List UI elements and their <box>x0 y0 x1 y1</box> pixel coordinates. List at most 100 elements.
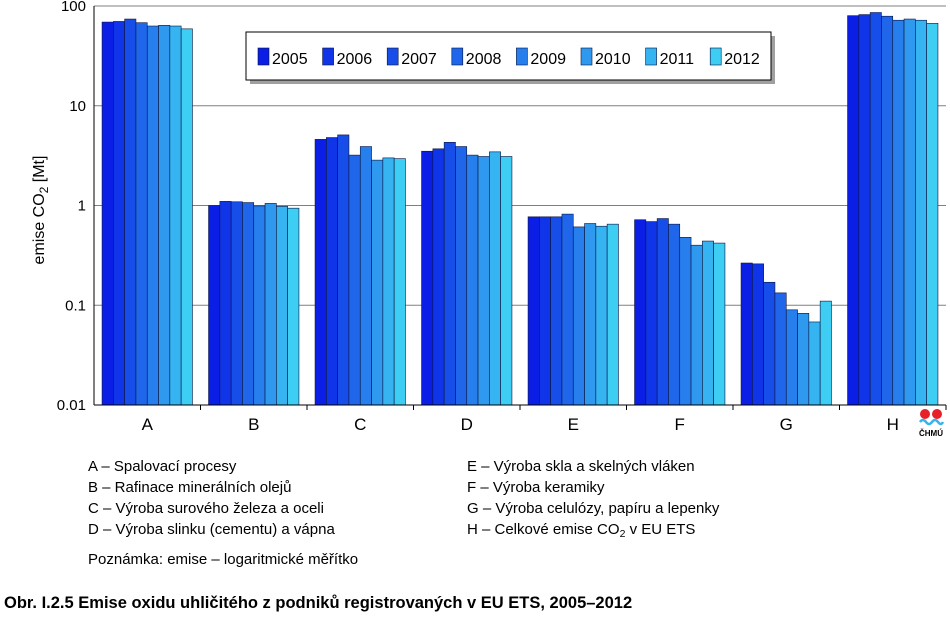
bar-C-2012 <box>393 158 406 406</box>
bar-D-2011 <box>489 151 501 406</box>
legend-label: 2005 <box>272 51 308 68</box>
bar-F-2010 <box>690 244 703 406</box>
bar-E-2006 <box>539 216 551 406</box>
legend-swatch <box>580 47 593 66</box>
x-tick-label: G <box>780 415 793 434</box>
bar-E-2011 <box>595 225 608 406</box>
legend-label: 2009 <box>530 51 566 68</box>
bar-B-2012 <box>287 207 300 406</box>
axes <box>93 6 947 410</box>
chmu-logo: ČHMÚ <box>919 409 945 438</box>
note-d: D – Výroba slinku (cementu) a vápna <box>88 521 335 538</box>
bar-D-2009 <box>466 154 479 406</box>
x-tick-label: D <box>461 415 473 434</box>
bar-F-2009 <box>679 236 692 406</box>
bar-B-2010 <box>264 203 277 406</box>
y-tick-label: 1 <box>78 198 86 215</box>
y-tick-label: 0.1 <box>65 297 86 314</box>
figure-caption: Obr. I.2.5 Emise oxidu uhličitého z podn… <box>4 594 633 612</box>
y-axis-label: emise CO2 [Mt] <box>31 156 51 265</box>
logo-text: ČHMÚ <box>919 429 943 438</box>
category-notes-right: E – Výroba skla a skelných vláken F – Vý… <box>467 456 719 540</box>
bar-F-2006 <box>645 221 658 406</box>
note-b: B – Rafinace minerálních olejů <box>88 479 292 496</box>
bar-C-2005 <box>314 139 327 406</box>
bar-A-2010 <box>158 25 171 406</box>
x-tick-label: B <box>248 415 259 434</box>
legend-label: 2010 <box>595 51 631 68</box>
bar-D-2008 <box>455 146 468 406</box>
bar-C-2010 <box>371 159 384 406</box>
bar-H-2006 <box>858 14 871 406</box>
bar-B-2007 <box>230 201 243 406</box>
bar-G-2012 <box>819 300 832 406</box>
bar-B-2006 <box>219 201 232 406</box>
note-e: E – Výroba skla a skelných vláken <box>467 458 695 475</box>
bar-B-2005 <box>208 205 221 406</box>
note-a: A – Spalovací procesy <box>88 458 237 475</box>
bar-G-2005 <box>740 262 753 406</box>
legend-label: 2008 <box>466 51 502 68</box>
note-g: G – Výroba celulózy, papíru a lepenky <box>467 500 720 517</box>
x-tick-label: E <box>568 415 579 434</box>
bar-E-2010 <box>584 223 597 406</box>
bar-F-2007 <box>656 218 669 406</box>
bar-D-2006 <box>432 148 445 406</box>
legend: 2005 2006 2007 2008 2009 2010 2011 2012 <box>245 31 775 84</box>
bar-B-2008 <box>242 202 255 406</box>
bar-C-2006 <box>326 137 338 406</box>
bar-A-2011 <box>169 25 182 406</box>
bar-G-2011 <box>808 321 821 406</box>
bar-A-2007 <box>124 18 137 406</box>
bar-E-2005 <box>527 216 540 406</box>
legend-swatch <box>322 47 334 66</box>
bar-A-2006 <box>113 21 125 406</box>
bar-C-2011 <box>382 157 395 406</box>
bar-D-2010 <box>477 156 490 406</box>
note-h: H – Celkové emise CO2 v EU ETS <box>467 521 696 540</box>
bar-H-2012 <box>926 23 939 406</box>
legend-label: 2012 <box>724 51 760 68</box>
bar-A-2009 <box>146 25 159 406</box>
bar-H-2010 <box>903 18 916 406</box>
bar-F-2008 <box>668 223 681 406</box>
bar-G-2008 <box>774 292 787 406</box>
bar-E-2008 <box>561 213 574 406</box>
note-c: C – Výroba surového železa a oceli <box>88 500 324 517</box>
bar-G-2009 <box>785 309 798 406</box>
legend-swatch <box>516 47 528 66</box>
bar-E-2009 <box>572 226 585 406</box>
bar-H-2005 <box>847 15 860 406</box>
bar-H-2011 <box>915 19 927 406</box>
legend-label: 2006 <box>337 51 373 68</box>
bar-G-2007 <box>763 281 776 406</box>
x-tick-label: F <box>675 415 685 434</box>
bar-chart: 100 10 1 0.1 0.01 A B C D E F G H emise CO2 [Mt] 20… <box>31 0 947 438</box>
bar-F-2012 <box>713 242 726 406</box>
bar-H-2007 <box>869 12 882 406</box>
y-tick-labels: 100 10 1 0.1 0.01 <box>57 0 86 414</box>
x-tick-label: H <box>887 415 899 434</box>
x-tick-labels: A B C D E F G H <box>142 415 899 434</box>
y-tick-label: 100 <box>61 0 86 15</box>
x-tick-label: A <box>142 415 154 434</box>
bar-G-2010 <box>797 313 810 406</box>
bar-C-2007 <box>337 134 350 406</box>
legend-swatch <box>257 47 270 66</box>
legend-label: 2011 <box>660 51 695 68</box>
bar-F-2005 <box>634 219 647 406</box>
bar-D-2012 <box>500 156 513 406</box>
bar-C-2009 <box>359 146 372 406</box>
bar-G-2006 <box>752 263 764 406</box>
bar-E-2012 <box>606 223 619 406</box>
bar-D-2007 <box>443 142 456 406</box>
y-tick-label: 0.01 <box>57 397 86 414</box>
note-f: F – Výroba keramiky <box>467 479 605 496</box>
bar-H-2009 <box>892 19 905 406</box>
bars <box>101 12 939 406</box>
bar-F-2011 <box>702 240 714 406</box>
bar-H-2008 <box>881 15 894 406</box>
legend-label: 2007 <box>401 51 437 68</box>
x-tick-label: C <box>354 415 366 434</box>
bar-A-2005 <box>101 21 114 406</box>
